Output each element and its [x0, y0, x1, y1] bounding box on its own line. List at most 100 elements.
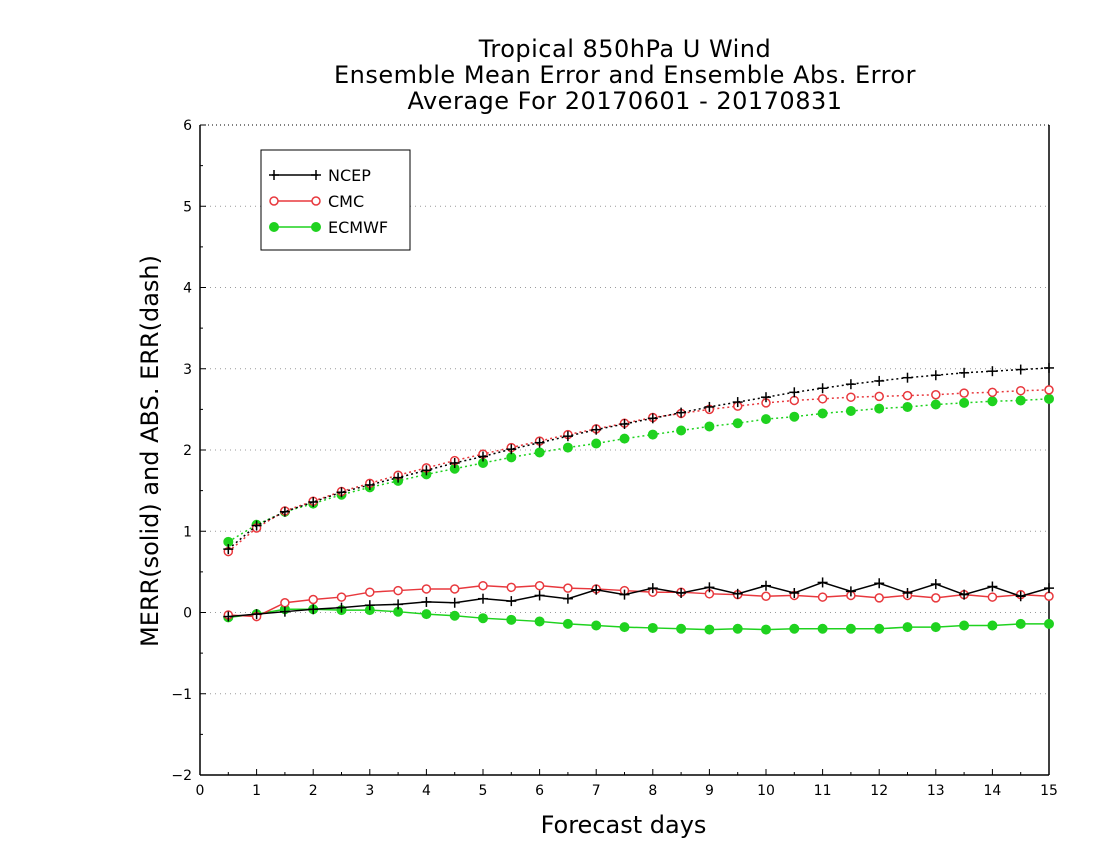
ecmwf-abs-err-point: [647, 429, 658, 440]
y-tick-label: 3: [183, 362, 192, 378]
ncep-abs-err-point: [987, 366, 998, 377]
ncep-merr-point: [845, 586, 856, 597]
cmc-abs-err-point: [846, 392, 856, 402]
ncep-merr-point: [449, 597, 460, 608]
x-tick-label: 3: [365, 783, 374, 799]
ecmwf-abs-err-point: [902, 401, 913, 412]
ecmwf-abs-err-point: [732, 418, 743, 429]
ncep-abs-err-point: [279, 506, 290, 517]
x-tick-label: 7: [592, 783, 601, 799]
legend-marker-ncep: [269, 170, 279, 180]
ncep-abs-err-point: [478, 451, 488, 462]
x-tick-label: 4: [422, 783, 431, 799]
y-tick-label: −1: [171, 687, 192, 703]
ecmwf-merr-point: [449, 610, 460, 621]
x-tick-label: 5: [479, 783, 488, 799]
ecmwf-abs-err-point: [930, 399, 941, 410]
cmc-abs-err-point: [817, 394, 828, 404]
ncep-merr-point: [478, 593, 488, 604]
ncep-merr-point: [704, 582, 715, 593]
ncep-abs-err-point: [704, 401, 715, 412]
ecmwf-merr-point: [619, 622, 630, 633]
ecmwf-abs-err-point: [959, 397, 970, 408]
ncep-merr-point: [761, 580, 771, 591]
x-tick-label: 12: [870, 783, 888, 799]
legend-box: [260, 149, 411, 251]
x-tick-label: 10: [757, 783, 775, 799]
ecmwf-merr-point: [987, 620, 998, 631]
ncep-abs-err-point: [506, 444, 517, 455]
chart-title-line-1: Tropical 850hPa U Wind: [478, 35, 772, 63]
ecmwf-abs-err-point: [562, 442, 573, 453]
legend-marker-ecmwf: [311, 222, 321, 232]
ncep-abs-err-point: [449, 458, 460, 468]
y-tick-label: 5: [183, 199, 192, 215]
ecmwf-abs-err-point: [845, 406, 856, 416]
ecmwf-merr-point: [1044, 618, 1054, 629]
ncep-abs-err-point: [619, 419, 630, 429]
cmc-merr-point: [478, 580, 488, 591]
cmc-abs-err-point: [902, 390, 913, 401]
ecmwf-abs-err-point: [704, 421, 715, 432]
ncep-abs-err-point: [647, 413, 658, 424]
ncep-merr-point: [987, 581, 998, 592]
ncep-abs-err-point: [845, 379, 856, 390]
ncep-merr-point: [619, 589, 630, 600]
ncep-abs-err-point: [562, 431, 573, 442]
ecmwf-merr-point: [761, 624, 771, 635]
ncep-merr-line: [228, 581, 1050, 618]
legend-label-ecmwf: ECMWF: [328, 218, 388, 237]
cmc-abs-err-point: [789, 395, 800, 406]
ncep-abs-err-point: [959, 367, 970, 378]
cmc-merr-point: [506, 582, 517, 593]
ecmwf-abs-err-point: [987, 396, 998, 407]
chart-title-line-3: Average For 20170601 - 20170831: [407, 87, 843, 115]
cmc-merr-line: [228, 584, 1050, 618]
ncep-merr-point: [874, 578, 885, 589]
ecmwf-merr-point: [845, 623, 856, 634]
ncep-abs-err-point: [676, 407, 687, 418]
ecmwf-abs-err-point: [789, 411, 800, 422]
ncep-abs-err-point: [902, 372, 913, 383]
cmc-abs-err-point: [959, 388, 969, 398]
ncep-abs-err-point: [1015, 364, 1026, 375]
x-tick-label: 1: [252, 783, 261, 799]
ecmwf-abs-err-point: [761, 414, 771, 425]
x-tick-label: 0: [196, 783, 205, 799]
ncep-merr-point: [959, 589, 970, 600]
ecmwf-merr-point: [591, 620, 602, 631]
legend-marker-ncep: [311, 170, 321, 180]
ncep-merr-point: [421, 596, 432, 607]
ncep-abs-err-point: [364, 479, 375, 490]
ecmwf-merr-point: [562, 618, 573, 629]
ecmwf-abs-err-point: [534, 447, 545, 458]
ecmwf-abs-err-point: [1015, 395, 1026, 406]
ecmwf-merr-point: [817, 623, 828, 634]
cmc-merr-point: [336, 592, 347, 602]
ncep-merr-point: [308, 604, 319, 615]
x-tick-label: 15: [1040, 783, 1058, 799]
ecmwf-merr-point: [647, 622, 658, 633]
y-tick-label: 4: [183, 281, 192, 297]
cmc-merr-point: [987, 592, 998, 602]
ncep-merr-point: [647, 583, 658, 594]
ecmwf-merr-point: [478, 613, 488, 624]
ncep-merr-point: [1015, 591, 1026, 602]
cmc-merr-point: [534, 580, 545, 591]
ncep-abs-err-point: [591, 424, 602, 435]
ecmwf-merr-point: [676, 623, 687, 634]
x-tick-label: 14: [983, 783, 1001, 799]
ncep-merr-point: [336, 602, 347, 613]
ncep-abs-err-point: [336, 487, 347, 498]
y-tick-label: 6: [183, 118, 192, 134]
ncep-abs-err-point: [930, 370, 941, 381]
ncep-abs-err-point: [308, 497, 319, 507]
cmc-abs-err-point: [987, 387, 998, 398]
ecmwf-merr-point: [421, 609, 432, 620]
ecmwf-merr-point: [930, 622, 941, 633]
ncep-merr-point: [930, 579, 941, 590]
ncep-abs-err-point: [393, 472, 404, 483]
cmc-merr-point: [761, 591, 771, 601]
ecmwf-merr-point: [1015, 618, 1026, 629]
